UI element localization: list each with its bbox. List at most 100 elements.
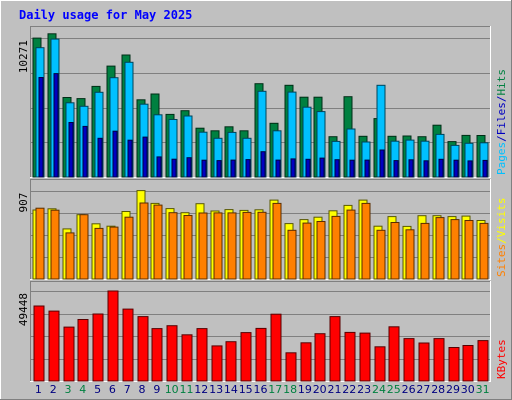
bar-kbytes-day-18: [285, 352, 297, 382]
bar-pages-day-1: [38, 77, 44, 178]
x-tick-label-day-16: 16: [254, 383, 268, 396]
chart-title: Daily usage for May 2025: [19, 8, 192, 22]
bar-sites-day-31: [479, 222, 489, 280]
legend-entry-slash: /: [495, 237, 508, 244]
bar-sites-day-18: [287, 229, 297, 280]
legend-kbytes: KBytes: [495, 339, 508, 379]
x-tick-label-day-10: 10: [165, 383, 179, 396]
bar-pages-day-19: [305, 158, 311, 178]
bar-kbytes-day-15: [240, 332, 252, 382]
x-tick-label-day-19: 19: [298, 383, 312, 396]
bar-kbytes-day-10: [166, 325, 178, 382]
bar-sites-day-23: [361, 202, 371, 280]
bar-kbytes-day-1: [33, 305, 45, 382]
bar-kbytes-day-27: [418, 342, 430, 382]
bar-pages-day-15: [245, 159, 251, 178]
bar-kbytes-day-31: [477, 340, 489, 382]
bar-pages-day-4: [82, 125, 88, 178]
bar-sites-day-20: [316, 221, 326, 280]
bar-sites-day-17: [272, 202, 282, 280]
bar-sites-day-25: [390, 222, 400, 280]
x-tick-label-day-29: 29: [446, 383, 460, 396]
x-tick-label-day-20: 20: [313, 383, 327, 396]
bar-kbytes-day-4: [77, 319, 89, 382]
bar-sites-day-30: [464, 220, 474, 280]
bar-kbytes-day-25: [388, 326, 400, 382]
bar-pages-day-6: [112, 130, 118, 178]
x-tick-label-day-1: 1: [35, 383, 42, 396]
x-tick-label-day-5: 5: [94, 383, 101, 396]
legend-entry-visits: Visits: [495, 198, 508, 238]
bar-kbytes-day-19: [300, 342, 312, 382]
bar-kbytes-day-13: [211, 345, 223, 382]
bar-sites-day-6: [109, 226, 119, 280]
bar-pages-day-16: [260, 151, 266, 178]
bar-kbytes-day-21: [329, 316, 341, 382]
bar-pages-day-29: [453, 159, 459, 178]
bar-pages-day-18: [290, 158, 296, 178]
bar-kbytes-day-26: [403, 338, 415, 382]
bar-pages-day-20: [319, 157, 325, 178]
bar-pages-day-27: [423, 160, 429, 178]
bar-sites-day-16: [257, 211, 267, 280]
bar-sites-day-26: [405, 229, 415, 280]
bar-sites-day-15: [242, 211, 252, 280]
bar-pages-day-30: [467, 160, 473, 178]
bar-kbytes-day-2: [48, 310, 60, 382]
legend-visits_sites: Sites/Visits: [495, 198, 508, 278]
x-tick-label-day-31: 31: [476, 383, 490, 396]
x-tick-label-day-18: 18: [283, 383, 297, 396]
bar-kbytes-day-30: [462, 345, 474, 382]
x-tick-label-day-8: 8: [139, 383, 146, 396]
x-tick-label-day-24: 24: [372, 383, 386, 396]
x-tick-label-day-21: 21: [328, 383, 342, 396]
bar-kbytes-day-29: [448, 347, 460, 382]
bar-sites-day-2: [50, 209, 60, 280]
bar-pages-day-25: [393, 160, 399, 178]
x-tick-label-day-30: 30: [461, 383, 475, 396]
legend-entry-kbytes: KBytes: [495, 339, 508, 379]
legend-entry-pages: Pages: [495, 142, 508, 175]
bar-pages-day-7: [127, 139, 133, 178]
bar-pages-day-12: [201, 159, 207, 178]
x-tick-label-day-11: 11: [180, 383, 194, 396]
bar-kbytes-day-28: [433, 338, 445, 382]
bar-kbytes-day-8: [137, 316, 149, 382]
bar-pages-day-13: [216, 160, 222, 178]
y-max-label-hits_files_pages: 10271: [17, 40, 30, 73]
bar-pages-day-3: [68, 122, 74, 178]
bar-kbytes-day-17: [270, 313, 282, 382]
bar-sites-day-1: [35, 207, 45, 280]
legend-entry-slash: /: [495, 96, 508, 103]
bar-sites-day-14: [227, 212, 237, 280]
x-axis-labels: 1 2 3 4 5 6 7 8 9 10 11 12 13 14 15 16 17 18 19 20 21 22 23 24 2…: [35, 383, 490, 396]
bar-pages-day-23: [364, 159, 370, 178]
y-max-label-kbytes: 49448: [17, 293, 30, 326]
bar-pages-day-26: [408, 159, 414, 178]
bar-pages-day-10: [171, 158, 177, 178]
bar-sites-day-29: [450, 219, 460, 280]
bar-pages-day-5: [97, 137, 103, 178]
bar-sites-day-3: [65, 232, 75, 280]
x-tick-label-day-25: 25: [387, 383, 401, 396]
bar-pages-day-31: [482, 159, 488, 178]
x-tick-label-day-4: 4: [79, 383, 86, 396]
bar-sites-day-13: [213, 212, 223, 280]
bar-pages-day-17: [275, 159, 281, 178]
bar-kbytes-day-9: [151, 328, 163, 382]
bar-kbytes-day-23: [359, 332, 371, 382]
legend-hits_files_pages: Pages/Files/Hits: [495, 69, 508, 175]
x-tick-label-day-12: 12: [194, 383, 208, 396]
bar-kbytes-day-16: [255, 327, 267, 382]
bar-sites-day-28: [435, 217, 445, 280]
bar-pages-day-21: [334, 159, 340, 178]
bar-kbytes-day-24: [374, 346, 386, 382]
x-tick-label-day-2: 2: [50, 383, 57, 396]
bar-sites-day-19: [302, 222, 312, 280]
bar-sites-day-21: [331, 215, 341, 280]
legend-entry-hits: Hits: [495, 69, 508, 96]
chart-panels: 10271Pages/Files/Hits907Sites/Visits4944…: [17, 26, 508, 382]
bar-sites-day-8: [139, 202, 149, 280]
